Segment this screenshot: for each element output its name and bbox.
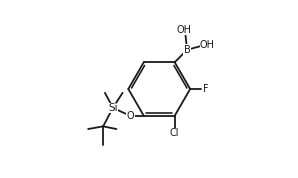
Text: Cl: Cl	[170, 128, 179, 138]
Text: F: F	[203, 84, 208, 94]
Text: OH: OH	[200, 40, 215, 49]
Text: O: O	[127, 111, 134, 121]
Text: OH: OH	[177, 25, 192, 35]
Text: B: B	[184, 45, 190, 55]
Text: Si: Si	[108, 103, 118, 113]
